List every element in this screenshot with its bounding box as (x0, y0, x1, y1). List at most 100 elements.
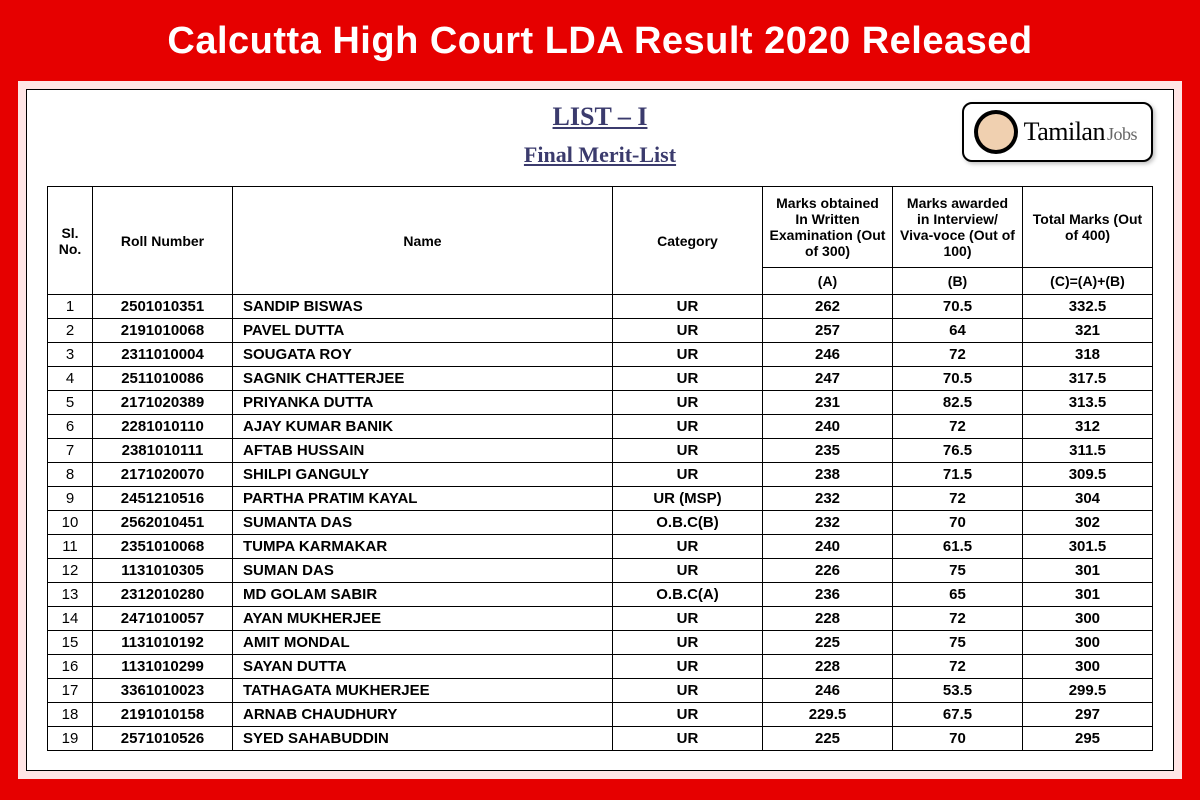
cell-total: 318 (1023, 343, 1153, 367)
cell-name: MD GOLAM SABIR (233, 583, 613, 607)
cell-written: 228 (763, 607, 893, 631)
cell-name: AYAN MUKHERJEE (233, 607, 613, 631)
logo-text: Tamilan Jobs (1024, 117, 1137, 147)
cell-name: SUMAN DAS (233, 559, 613, 583)
cell-sl: 9 (48, 487, 93, 511)
cell-interview: 72 (893, 415, 1023, 439)
logo-main: Tamilan (1024, 117, 1105, 147)
header-category: Category (613, 187, 763, 295)
formula-a: (A) (763, 268, 893, 295)
cell-name: SHILPI GANGULY (233, 463, 613, 487)
cell-sl: 12 (48, 559, 93, 583)
cell-category: UR (613, 439, 763, 463)
cell-total: 304 (1023, 487, 1153, 511)
cell-sl: 4 (48, 367, 93, 391)
cell-total: 297 (1023, 703, 1153, 727)
cell-roll: 2191010158 (93, 703, 233, 727)
cell-roll: 2562010451 (93, 511, 233, 535)
header-interview: Marks awarded in Interview/ Viva-voce (O… (893, 187, 1023, 268)
cell-total: 317.5 (1023, 367, 1153, 391)
cell-total: 301 (1023, 583, 1153, 607)
cell-written: 235 (763, 439, 893, 463)
cell-name: SYED SAHABUDDIN (233, 727, 613, 751)
cell-interview: 72 (893, 655, 1023, 679)
merit-list-table: Sl. No. Roll Number Name Category Marks … (47, 186, 1153, 751)
cell-written: 229.5 (763, 703, 893, 727)
cell-total: 309.5 (1023, 463, 1153, 487)
cell-roll: 2171020070 (93, 463, 233, 487)
content-wrapper: Tamilan Jobs LIST – I Final Merit-List S… (18, 81, 1182, 779)
cell-written: 238 (763, 463, 893, 487)
cell-sl: 18 (48, 703, 93, 727)
cell-interview: 70 (893, 727, 1023, 751)
cell-total: 295 (1023, 727, 1153, 751)
cell-category: UR (613, 415, 763, 439)
table-row: 52171020389PRIYANKA DUTTAUR23182.5313.5 (48, 391, 1153, 415)
table-row: 173361010023TATHAGATA MUKHERJEEUR24653.5… (48, 679, 1153, 703)
document-content: Tamilan Jobs LIST – I Final Merit-List S… (26, 89, 1174, 771)
cell-name: PAVEL DUTTA (233, 319, 613, 343)
table-row: 32311010004SOUGATA ROYUR24672318 (48, 343, 1153, 367)
cell-written: 257 (763, 319, 893, 343)
table-row: 182191010158ARNAB CHAUDHURYUR229.567.529… (48, 703, 1153, 727)
formula-c: (C)=(A)+(B) (1023, 268, 1153, 295)
cell-category: O.B.C(A) (613, 583, 763, 607)
cell-written: 225 (763, 727, 893, 751)
cell-written: 246 (763, 679, 893, 703)
cell-interview: 72 (893, 607, 1023, 631)
header-sl: Sl. No. (48, 187, 93, 295)
cell-interview: 64 (893, 319, 1023, 343)
cell-sl: 6 (48, 415, 93, 439)
cell-name: SANDIP BISWAS (233, 295, 613, 319)
cell-interview: 67.5 (893, 703, 1023, 727)
cell-sl: 19 (48, 727, 93, 751)
cell-total: 313.5 (1023, 391, 1153, 415)
cell-interview: 76.5 (893, 439, 1023, 463)
cell-total: 300 (1023, 631, 1153, 655)
cell-sl: 2 (48, 319, 93, 343)
page-title: Calcutta High Court LDA Result 2020 Rele… (0, 20, 1200, 63)
cell-interview: 71.5 (893, 463, 1023, 487)
cell-roll: 2281010110 (93, 415, 233, 439)
table-header-row: Sl. No. Roll Number Name Category Marks … (48, 187, 1153, 268)
cell-name: AJAY KUMAR BANIK (233, 415, 613, 439)
cell-category: UR (613, 631, 763, 655)
cell-written: 262 (763, 295, 893, 319)
cell-total: 312 (1023, 415, 1153, 439)
cell-category: UR (613, 391, 763, 415)
cell-category: UR (613, 655, 763, 679)
cell-total: 311.5 (1023, 439, 1153, 463)
cell-roll: 2381010111 (93, 439, 233, 463)
cell-written: 225 (763, 631, 893, 655)
cell-sl: 3 (48, 343, 93, 367)
cell-name: TATHAGATA MUKHERJEE (233, 679, 613, 703)
cell-roll: 1131010305 (93, 559, 233, 583)
cell-category: UR (613, 607, 763, 631)
cell-category: UR (613, 727, 763, 751)
cell-category: UR (613, 343, 763, 367)
cell-written: 236 (763, 583, 893, 607)
cell-written: 232 (763, 511, 893, 535)
table-row: 161131010299SAYAN DUTTAUR22872300 (48, 655, 1153, 679)
cell-name: SUMANTA DAS (233, 511, 613, 535)
cell-name: SAGNIK CHATTERJEE (233, 367, 613, 391)
cell-total: 299.5 (1023, 679, 1153, 703)
table-row: 92451210516PARTHA PRATIM KAYALUR (MSP)23… (48, 487, 1153, 511)
cell-category: UR (613, 319, 763, 343)
table-row: 22191010068PAVEL DUTTAUR25764321 (48, 319, 1153, 343)
cell-written: 240 (763, 415, 893, 439)
cell-sl: 14 (48, 607, 93, 631)
cell-interview: 72 (893, 487, 1023, 511)
table-row: 112351010068TUMPA KARMAKARUR24061.5301.5 (48, 535, 1153, 559)
cell-roll: 2571010526 (93, 727, 233, 751)
cell-written: 246 (763, 343, 893, 367)
formula-b: (B) (893, 268, 1023, 295)
cell-interview: 53.5 (893, 679, 1023, 703)
cell-name: AFTAB HUSSAIN (233, 439, 613, 463)
cell-sl: 5 (48, 391, 93, 415)
cell-written: 247 (763, 367, 893, 391)
logo-avatar-icon (974, 110, 1018, 154)
cell-category: UR (613, 679, 763, 703)
cell-total: 301.5 (1023, 535, 1153, 559)
cell-written: 240 (763, 535, 893, 559)
